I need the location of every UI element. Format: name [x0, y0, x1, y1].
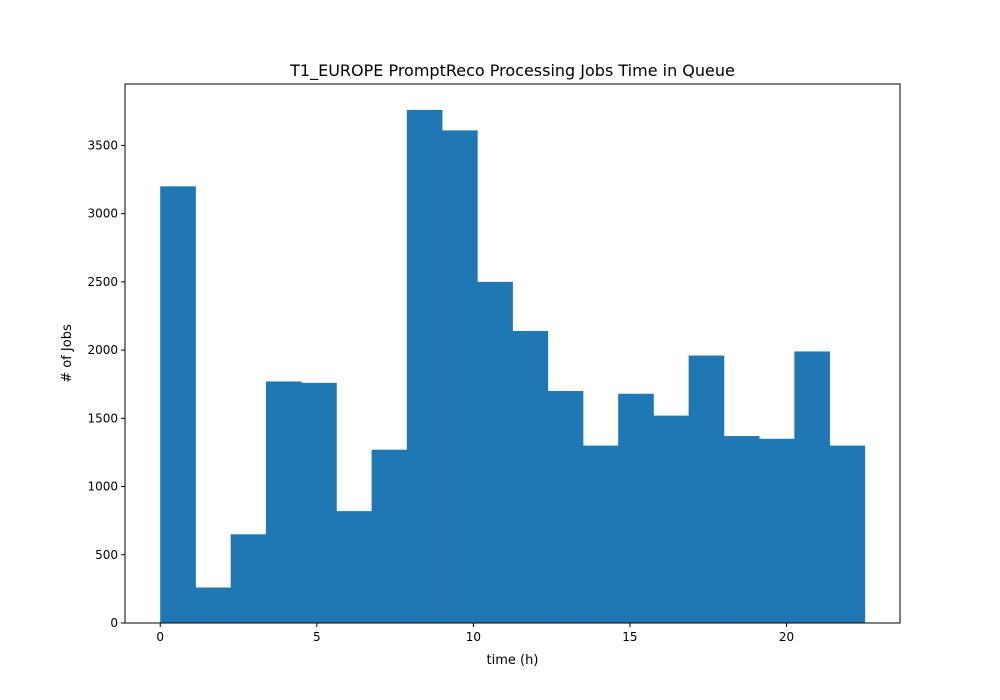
y-tick-label: 1500: [87, 411, 118, 425]
x-tick-label: 0: [156, 630, 164, 644]
x-axis-label: time (h): [487, 653, 539, 668]
y-tick-label: 0: [110, 616, 118, 630]
histogram-bar: [477, 281, 513, 623]
y-tick-label: 500: [95, 548, 118, 562]
histogram-bar: [759, 438, 795, 623]
histogram-bar: [794, 351, 830, 623]
histogram-bar: [230, 534, 267, 623]
x-tick-label: 20: [779, 630, 794, 644]
chart-title: T1_EUROPE PromptReco Processing Jobs Tim…: [289, 61, 735, 81]
bars-group: [160, 109, 866, 624]
y-tick-label: 3500: [87, 138, 118, 152]
x-tick-label: 15: [622, 630, 637, 644]
histogram-bar: [336, 511, 372, 623]
histogram-bar: [582, 445, 619, 623]
histogram-bar: [442, 130, 478, 623]
y-tick-label: 2000: [87, 343, 118, 357]
plot-frame: [124, 83, 901, 624]
y-tick-label: 1000: [87, 480, 118, 494]
histogram-bar: [688, 355, 725, 623]
histogram-bar: [512, 330, 549, 623]
x-tick-label: 10: [466, 630, 481, 644]
x-axis-ticks: 0 5 10 15 20: [156, 623, 794, 644]
histogram-bar: [301, 382, 337, 623]
histogram-bar: [829, 445, 866, 623]
histogram-bar: [160, 186, 196, 623]
y-tick-label: 2500: [87, 275, 118, 289]
histogram-bar: [618, 393, 654, 623]
histogram-bar: [653, 415, 690, 623]
histogram-bar: [265, 381, 302, 623]
y-tick-label: 3000: [87, 207, 118, 221]
histogram-bar: [195, 587, 232, 623]
y-axis-ticks: 0 500 1000 1500 2000 2500 3000 3500: [87, 138, 125, 630]
histogram-bar: [723, 436, 760, 623]
x-tick-label: 5: [313, 630, 321, 644]
y-axis-label: # of Jobs: [60, 324, 75, 383]
histogram-bar: [371, 449, 408, 623]
histogram-bar: [406, 109, 443, 624]
histogram-bar: [547, 391, 584, 623]
